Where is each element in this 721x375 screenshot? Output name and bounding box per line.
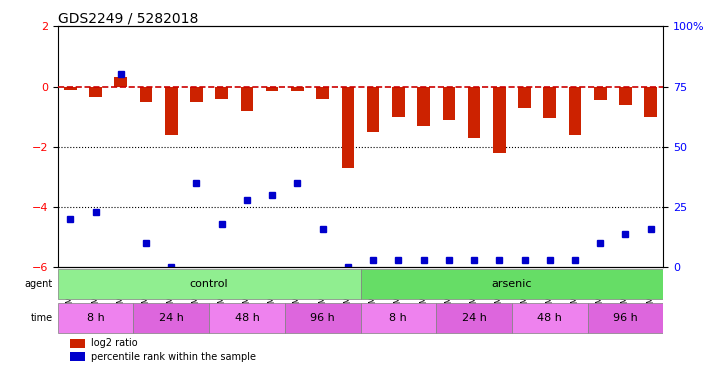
FancyBboxPatch shape [512, 303, 588, 333]
Bar [165, 87, 177, 135]
Bar [594, 87, 606, 100]
Bar [569, 87, 581, 135]
Text: 24 h: 24 h [159, 313, 184, 323]
Bar [317, 87, 329, 99]
Text: time: time [30, 313, 53, 323]
Bar [190, 87, 203, 102]
Bar [645, 87, 657, 117]
Text: percentile rank within the sample: percentile rank within the sample [91, 351, 256, 361]
FancyBboxPatch shape [58, 303, 133, 333]
FancyBboxPatch shape [360, 303, 436, 333]
Bar [443, 87, 455, 120]
Text: 48 h: 48 h [537, 313, 562, 323]
Text: 8 h: 8 h [389, 313, 407, 323]
Bar [367, 87, 379, 132]
FancyBboxPatch shape [58, 269, 360, 299]
Bar [619, 87, 632, 105]
Text: control: control [190, 279, 229, 289]
FancyBboxPatch shape [209, 303, 285, 333]
Bar [70, 352, 85, 361]
Text: 96 h: 96 h [613, 313, 638, 323]
Bar [64, 87, 76, 90]
Bar [518, 87, 531, 108]
Text: arsenic: arsenic [492, 279, 532, 289]
FancyBboxPatch shape [360, 269, 663, 299]
Text: agent: agent [25, 279, 53, 289]
Bar [417, 87, 430, 126]
Bar [241, 87, 253, 111]
FancyBboxPatch shape [588, 303, 663, 333]
Bar [392, 87, 404, 117]
Bar [544, 87, 556, 118]
FancyBboxPatch shape [436, 303, 512, 333]
Text: 48 h: 48 h [234, 313, 260, 323]
Bar [140, 87, 152, 102]
Bar [468, 87, 480, 138]
FancyBboxPatch shape [285, 303, 360, 333]
Bar [493, 87, 505, 153]
Bar [89, 87, 102, 97]
Text: log2 ratio: log2 ratio [91, 339, 138, 348]
FancyBboxPatch shape [133, 303, 209, 333]
Bar [291, 87, 304, 91]
Text: 96 h: 96 h [310, 313, 335, 323]
Text: 24 h: 24 h [461, 313, 487, 323]
Bar [266, 87, 278, 91]
Text: GDS2249 / 5282018: GDS2249 / 5282018 [58, 11, 198, 25]
Bar [70, 339, 85, 348]
Text: 8 h: 8 h [87, 313, 105, 323]
Bar [115, 78, 127, 87]
Bar [342, 87, 354, 168]
Bar [216, 87, 228, 99]
